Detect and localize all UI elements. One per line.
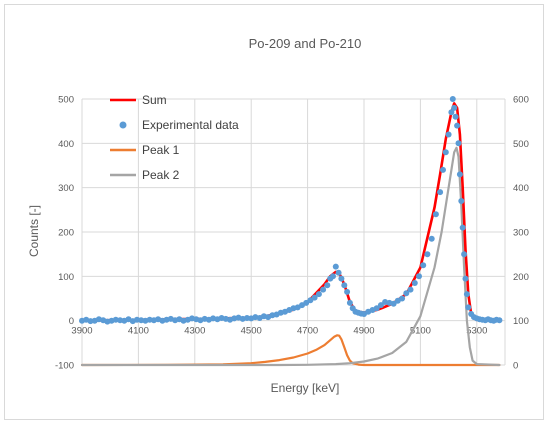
data-point [455, 140, 462, 147]
data-point [332, 263, 339, 270]
data-point [445, 131, 452, 138]
data-point [390, 300, 397, 307]
legend-label-experimental-data: Experimental data [142, 118, 239, 132]
data-point [373, 305, 380, 312]
x-tick-label: 3900 [71, 326, 92, 337]
left-y-tick-label: 300 [58, 183, 74, 194]
data-point [461, 251, 468, 258]
data-point [440, 166, 446, 173]
right-y-tick-label: 0 [513, 361, 518, 372]
left-y-tick-label: 100 [58, 272, 74, 283]
x-tick-label: 4700 [297, 326, 318, 337]
x-axis-label: Energy [keV] [271, 381, 340, 395]
data-point [449, 96, 456, 102]
data-point [465, 304, 472, 311]
left-y-tick-label: 200 [58, 228, 74, 239]
x-tick-labels: 3900 4100 4300 4500 4700 4900 5100 5300 [71, 326, 487, 337]
data-point [315, 291, 322, 298]
left-y-tick-label: 500 [58, 95, 74, 106]
data-point [403, 290, 410, 297]
data-point [451, 104, 458, 111]
legend-label-peak-1: Peak 1 [142, 143, 180, 157]
data-point [320, 286, 327, 293]
data-point [437, 189, 444, 196]
data-point [112, 316, 119, 323]
data-point [338, 275, 345, 282]
legend: Sum Experimental data Peak 1 Peak 2 [110, 93, 239, 182]
left-y-tick-label: 0 [69, 316, 74, 327]
data-point [346, 299, 353, 306]
series-line-peak-1 [80, 334, 501, 367]
left-y-tick-label: 400 [58, 139, 74, 150]
chart-frame [4, 4, 544, 420]
data-point [458, 198, 465, 204]
series-line-peak-2 [80, 146, 501, 367]
data-point [462, 275, 469, 282]
right-y-tick-labels: 0 100 200 300 400 500 600 [513, 95, 529, 372]
legend-label-sum: Sum [142, 93, 167, 107]
data-point [463, 291, 470, 298]
right-y-tick-label: 200 [513, 272, 529, 283]
chart-title: Po-209 and Po-210 [249, 36, 362, 51]
right-y-tick-label: 100 [513, 316, 529, 327]
data-point [459, 224, 466, 231]
data-point [335, 269, 342, 276]
legend-swatch-experimental-data [119, 121, 127, 129]
data-point [432, 211, 439, 218]
left-y-tick-labels: -100 0 100 200 300 400 500 [55, 95, 74, 372]
x-tick-label: 4500 [241, 326, 262, 337]
y-axis-label: Counts [-] [27, 205, 41, 257]
data-point [448, 109, 455, 116]
data-point [341, 282, 348, 289]
data-point [496, 317, 503, 324]
data-point [399, 295, 406, 302]
x-tick-label: 4100 [128, 326, 149, 337]
x-tick-label: 4900 [353, 326, 374, 337]
right-y-tick-label: 500 [513, 139, 529, 150]
data-point [344, 288, 351, 295]
x-tick-label: 5100 [410, 326, 431, 337]
data-point [324, 282, 331, 289]
right-y-tick-label: 300 [513, 228, 529, 239]
data-point [311, 294, 318, 301]
data-point [330, 273, 336, 280]
left-y-tick-label: -100 [55, 361, 74, 372]
data-point [420, 262, 427, 269]
data-point [456, 171, 463, 178]
data-point [407, 286, 414, 293]
x-tick-label: 5300 [466, 326, 487, 337]
data-point [452, 113, 459, 120]
data-point [454, 122, 461, 129]
data-point [416, 273, 422, 280]
right-y-tick-label: 400 [513, 183, 529, 194]
data-point [424, 251, 431, 258]
x-tick-label: 4300 [184, 326, 205, 337]
series-layer [79, 96, 503, 367]
data-point [377, 302, 384, 309]
legend-label-peak-2: Peak 2 [142, 168, 180, 182]
data-point [428, 235, 435, 242]
data-point [411, 280, 418, 286]
data-point [442, 149, 449, 156]
right-y-tick-label: 600 [513, 95, 529, 106]
